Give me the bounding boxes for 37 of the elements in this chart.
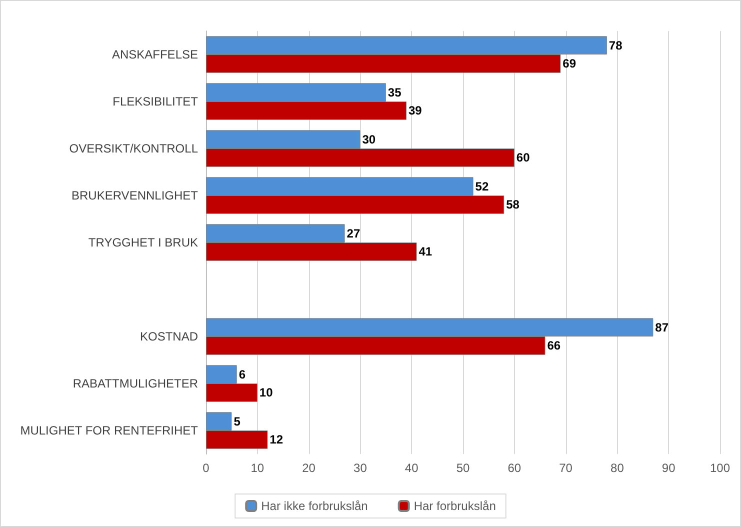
data-label: 30 [362, 132, 376, 146]
data-label: 66 [547, 338, 561, 353]
legend-label: Har ikke forbrukslån [261, 499, 368, 513]
x-tick-label: 20 [302, 461, 316, 475]
y-tick-label: OVERSIKT/KONTROLL [69, 142, 198, 156]
data-label: 58 [506, 198, 520, 212]
data-label: 5 [234, 414, 241, 428]
y-tick-label: FLEKSIBILITET [112, 94, 199, 108]
legend-label: Har forbrukslån [414, 499, 496, 513]
data-label: 87 [655, 320, 669, 334]
x-tick-label: 100 [710, 461, 730, 475]
y-tick-label: KOSTNAD [140, 330, 198, 344]
x-tick-label: 30 [354, 461, 368, 475]
data-label: 27 [346, 226, 360, 240]
y-tick-label: ANSKAFFELSE [112, 48, 198, 62]
data-label: 69 [562, 56, 576, 71]
x-tick-label: 50 [456, 461, 470, 475]
y-tick-label: TRYGGHET I BRUK [88, 236, 198, 250]
x-tick-label: 40 [404, 461, 419, 475]
x-tick-label: 10 [250, 461, 264, 475]
y-tick-label: RABATTMULIGHETER [72, 376, 198, 390]
x-tick-label: 80 [610, 461, 624, 475]
data-label: 10 [259, 386, 274, 400]
x-tick-label: 0 [202, 461, 210, 475]
data-label: 6 [238, 367, 246, 382]
data-label: 41 [418, 244, 432, 259]
data-label: 39 [408, 104, 422, 118]
data-label: 12 [270, 432, 284, 447]
data-label: 60 [516, 150, 530, 165]
x-tick-label: 70 [559, 461, 573, 475]
x-tick-label: 60 [508, 461, 522, 475]
y-tick-label: MULIGHET FOR RENTEFRIHET [20, 424, 199, 438]
data-label: 52 [475, 179, 489, 194]
x-tick-label: 90 [662, 461, 676, 475]
data-label: 35 [388, 85, 402, 100]
y-tick-label: BRUKERVENNLIGHET [72, 188, 199, 202]
data-label: 78 [608, 38, 623, 52]
